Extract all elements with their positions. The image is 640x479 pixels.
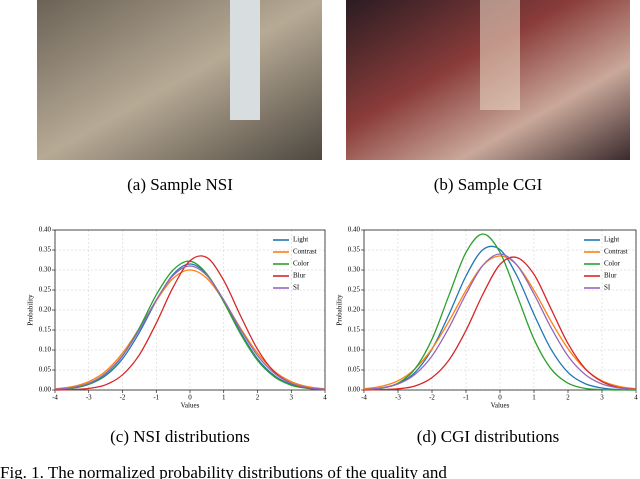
figure-caption: Fig. 1. The normalized probability distr… <box>0 463 447 479</box>
series-line <box>363 256 637 391</box>
series-line <box>54 265 326 390</box>
x-tick-label: -1 <box>463 394 469 402</box>
legend-label: Contrast <box>293 248 317 256</box>
legend-label: SI <box>604 284 611 292</box>
y-tick-label: 0.10 <box>348 346 361 354</box>
legend-label: Color <box>293 260 310 268</box>
panel-caption: (a) Sample NSI <box>127 175 233 194</box>
y-tick-label: 0.35 <box>39 246 52 254</box>
legend-label: Color <box>604 260 621 268</box>
x-tick-label: 3 <box>290 394 294 402</box>
series-line <box>54 263 326 391</box>
y-tick-label: 0.05 <box>39 366 52 374</box>
y-tick-label: 0.00 <box>39 386 52 394</box>
y-axis-label: Probability <box>336 294 344 326</box>
y-tick-label: 0.15 <box>348 326 361 334</box>
series-line <box>54 269 326 390</box>
x-tick-label: 4 <box>634 394 638 402</box>
x-tick-label: -1 <box>153 394 159 402</box>
x-tick-label: 2 <box>256 394 260 402</box>
y-tick-label: 0.25 <box>39 286 52 294</box>
y-tick-label: 0.10 <box>39 346 52 354</box>
y-tick-label: 0.40 <box>39 226 52 234</box>
x-tick-label: -4 <box>52 394 58 402</box>
photo-sky <box>230 0 260 120</box>
photo-nsi <box>37 0 322 160</box>
series-line <box>363 245 637 391</box>
y-tick-label: 0.30 <box>348 266 361 274</box>
x-tick-label: 2 <box>566 394 570 402</box>
y-tick-label: 0.20 <box>348 306 361 314</box>
x-tick-label: -2 <box>429 394 435 402</box>
x-tick-label: -3 <box>86 394 92 402</box>
y-tick-label: 0.05 <box>348 366 361 374</box>
series-line <box>363 253 637 391</box>
y-tick-label: 0.35 <box>348 246 361 254</box>
x-axis-label: Values <box>181 402 200 410</box>
x-tick-label: -4 <box>361 394 367 402</box>
legend-label: Contrast <box>604 248 628 256</box>
legend-label: Light <box>293 236 308 244</box>
panel-caption: (b) Sample CGI <box>434 175 543 194</box>
plot-frame <box>54 229 326 391</box>
y-tick-label: 0.15 <box>39 326 52 334</box>
y-tick-label: 0.40 <box>348 226 361 234</box>
series-line <box>363 233 637 391</box>
chart-caption: (d) CGI distributions <box>417 427 560 446</box>
legend-label: SI <box>293 284 300 292</box>
x-tick-label: 0 <box>188 394 192 402</box>
x-tick-label: 3 <box>600 394 604 402</box>
x-tick-label: 4 <box>323 394 327 402</box>
x-axis-label: Values <box>491 402 510 410</box>
y-axis-label: Probability <box>27 294 35 326</box>
x-tick-label: 1 <box>222 394 226 402</box>
y-tick-label: 0.00 <box>348 386 361 394</box>
x-tick-label: 1 <box>532 394 536 402</box>
x-tick-label: -2 <box>120 394 126 402</box>
legend-label: Blur <box>604 272 617 280</box>
x-tick-label: 0 <box>498 394 502 402</box>
y-tick-label: 0.25 <box>348 286 361 294</box>
y-tick-label: 0.30 <box>39 266 52 274</box>
y-tick-label: 0.20 <box>39 306 52 314</box>
x-tick-label: -3 <box>395 394 401 402</box>
legend-label: Light <box>604 236 619 244</box>
plot-frame <box>363 229 637 391</box>
photo-light <box>480 0 520 110</box>
chart-caption: (c) NSI distributions <box>110 427 250 446</box>
legend-label: Blur <box>293 272 306 280</box>
